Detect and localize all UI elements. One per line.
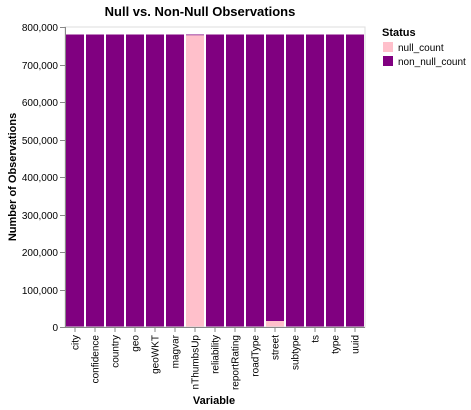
y-tick-label: 300,000 [22, 211, 59, 222]
y-axis-title: Number of Observations [7, 113, 19, 241]
x-axis-title: Variable [193, 395, 235, 407]
bar-non-null-count-type [326, 34, 344, 327]
bar-non-null-count-street [266, 34, 284, 321]
y-tick-label: 600,000 [22, 98, 59, 109]
bar-non-null-count-reportrating [226, 34, 244, 327]
x-tick-label-street: street [271, 335, 282, 360]
bar-non-null-count-ts [306, 34, 324, 327]
x-tick-label-nthumbsup: nThumbsUp [191, 335, 202, 390]
y-tick-label: 0 [52, 323, 58, 334]
x-tick-label-reliability: reliability [211, 335, 222, 374]
bar-non-null-count-roadtype [246, 34, 264, 327]
x-tick-label-ts: ts [311, 335, 322, 343]
bar-non-null-count-uuid [346, 34, 364, 327]
x-tick-label-geo: geo [131, 335, 142, 352]
x-tick-label-type: type [331, 335, 342, 354]
bar-non-null-count-reliability [206, 34, 224, 327]
y-tick-label: 500,000 [22, 136, 59, 147]
bar-non-null-count-geowkt [146, 34, 164, 327]
legend-title: Status [382, 27, 416, 39]
legend-label-non-null-count: non_null_count [398, 57, 466, 68]
legend-swatch-non-null-count [383, 56, 393, 66]
x-tick-label-geowkt: geoWKT [151, 335, 162, 374]
legend-swatch-null-count [383, 42, 393, 52]
bar-null-count-street [266, 321, 284, 327]
bar-null-count-nthumbsup [186, 35, 204, 327]
x-tick-label-city: city [71, 335, 82, 350]
plot-area: 0 100,000 200,000 300,000 400,000 500,000 600,… [22, 23, 366, 390]
bar-non-null-count-nthumbsup [186, 34, 204, 36]
y-tick-label: 800,000 [22, 23, 59, 34]
bar-non-null-count-city [66, 34, 84, 327]
y-tick-label: 700,000 [22, 61, 59, 72]
bar-non-null-count-confidence [86, 34, 104, 327]
y-tick-label: 200,000 [22, 248, 59, 259]
y-tick-label: 400,000 [22, 173, 59, 184]
legend: Status null_count non_null_count [382, 27, 466, 68]
x-tick-label-subtype: subtype [291, 335, 302, 370]
y-tick-label: 100,000 [22, 286, 59, 297]
chart-title: Null vs. Non-Null Observations [105, 4, 296, 19]
bar-non-null-count-country [106, 34, 124, 327]
x-tick-label-country: country [111, 335, 122, 368]
bar-non-null-count-geo [126, 34, 144, 327]
x-tick-label-confidence: confidence [91, 335, 102, 384]
bar-non-null-count-magvar [166, 34, 184, 327]
x-tick-label-roadtype: roadType [251, 335, 262, 377]
x-tick-label-magvar: magvar [171, 334, 182, 368]
bar-non-null-count-subtype [286, 34, 304, 327]
legend-label-null-count: null_count [398, 43, 444, 54]
x-tick-label-uuid: uuid [351, 335, 362, 354]
x-tick-label-reportrating: reportRating [231, 335, 242, 390]
